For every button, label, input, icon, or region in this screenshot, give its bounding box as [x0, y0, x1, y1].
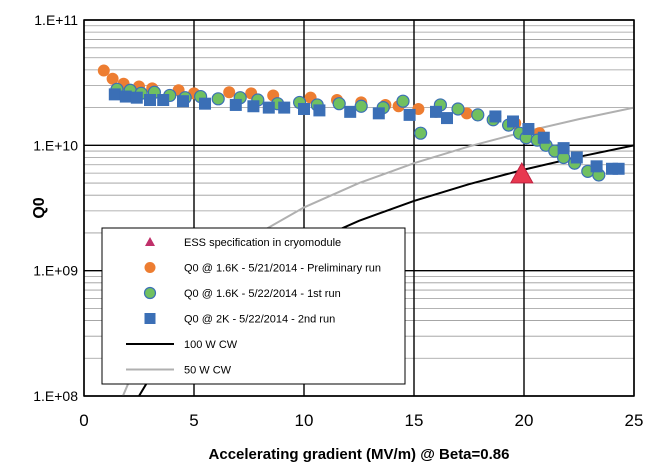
- data-point: [211, 92, 225, 106]
- x-tick-label: 5: [189, 411, 198, 430]
- legend-marker: [145, 237, 155, 246]
- data-point: [223, 86, 236, 99]
- y-tick-labels: 1.E+08 1.E+09 1.E+10 1.E+11: [33, 12, 78, 404]
- data-point: [557, 142, 570, 155]
- data-point: [106, 72, 119, 85]
- data-point: [130, 91, 143, 104]
- legend-label: Q0 @ 1.6K - 5/21/2014 - Preliminary run: [184, 263, 381, 275]
- data-point: [97, 64, 110, 77]
- x-tick-label: 10: [295, 411, 314, 430]
- y-tick-label: 1.E+09: [33, 263, 78, 279]
- x-tick-labels: 0 5 10 15 20 25: [79, 411, 643, 430]
- data-point: [522, 122, 535, 135]
- data-point: [108, 88, 121, 101]
- y-tick-label: 1.E+11: [34, 12, 78, 28]
- y-axis-title: Q0: [31, 197, 48, 218]
- data-point: [471, 108, 485, 122]
- data-point: [119, 90, 132, 103]
- data-point: [372, 107, 385, 120]
- legend-label: Q0 @ 1.6K - 5/22/2014 - 1st run: [184, 288, 341, 300]
- data-point: [507, 115, 519, 128]
- x-tick-label: 0: [79, 411, 88, 430]
- legend-label: ESS specification in cryomodule: [184, 237, 341, 249]
- data-point: [262, 101, 275, 114]
- data-point: [509, 162, 534, 184]
- x-tick-label: 25: [625, 411, 644, 430]
- data-point: [403, 108, 416, 121]
- data-point: [247, 100, 260, 113]
- data-point: [590, 160, 603, 173]
- x-tick-label: 15: [405, 411, 424, 430]
- data-point: [344, 105, 357, 118]
- data-point: [430, 105, 442, 118]
- data-point: [570, 151, 583, 164]
- legend: ESS specification in cryomodule Q0 @ 1.6K…: [101, 227, 406, 385]
- data-point: [177, 95, 189, 108]
- data-point: [157, 93, 170, 106]
- legend-marker: [143, 286, 157, 300]
- data-point: [354, 99, 368, 113]
- data-point: [396, 94, 410, 108]
- data-point: [441, 112, 453, 125]
- data-point: [313, 104, 326, 117]
- data-point: [199, 97, 211, 110]
- data-point: [298, 102, 310, 115]
- data-point: [144, 93, 156, 106]
- data-point: [612, 162, 625, 175]
- x-axis-title: Accelerating gradient (MV/m) @ Beta=0.86: [209, 446, 510, 463]
- data-point: [414, 126, 428, 140]
- data-point: [229, 98, 242, 111]
- legend-box: [101, 227, 406, 385]
- data-point: [451, 102, 465, 116]
- plot-frame: [83, 19, 635, 397]
- legend-label: 50 W CW: [184, 365, 232, 377]
- y-tick-label: 1.E+10: [33, 137, 78, 153]
- legend-label: Q0 @ 2K - 5/22/2014 - 2nd run: [184, 314, 335, 326]
- legend-label: 100 W CW: [184, 339, 238, 351]
- legend-marker: [144, 262, 156, 273]
- y-tick-label: 1.E+08: [33, 388, 78, 404]
- x-tick-label: 20: [515, 411, 534, 430]
- data-point: [278, 101, 291, 114]
- data-points: [97, 64, 625, 184]
- data-point: [332, 97, 346, 111]
- data-point: [537, 131, 550, 144]
- legend-marker: [144, 313, 156, 324]
- data-point: [489, 110, 502, 123]
